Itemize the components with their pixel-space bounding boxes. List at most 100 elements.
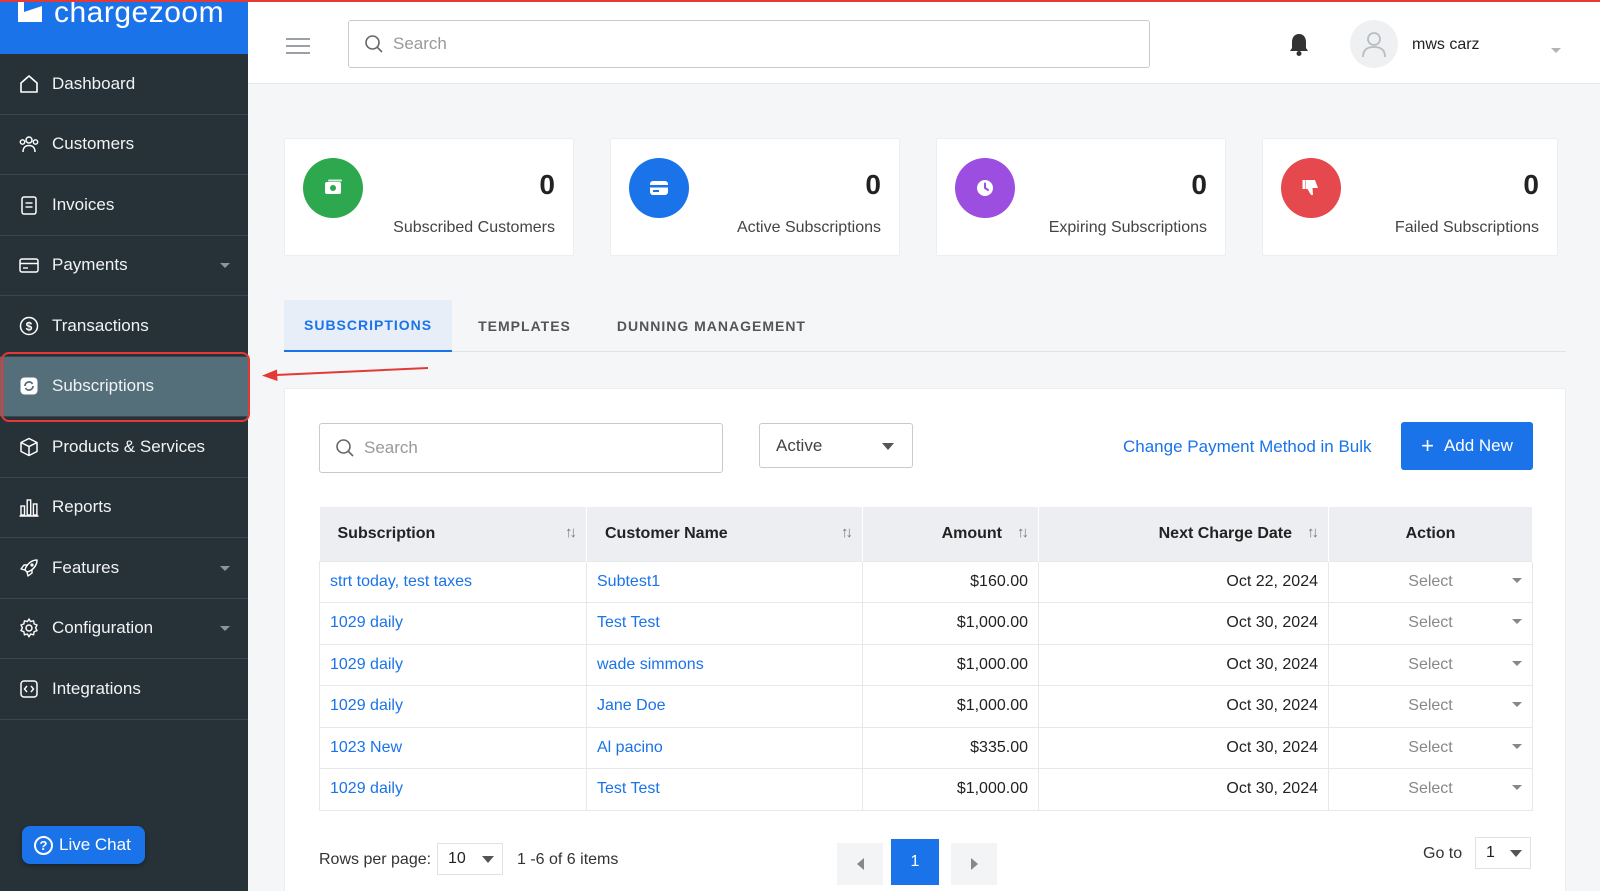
action-select[interactable]: Select xyxy=(1328,685,1533,728)
prev-page-button[interactable] xyxy=(837,843,883,885)
customer-link[interactable]: Al pacino xyxy=(586,726,863,769)
pagination-bar: Rows per page: 10 1 -6 of 6 items 1 Go t… xyxy=(285,829,1567,885)
sidebar-item-integrations[interactable]: Integrations xyxy=(0,659,248,720)
stat-card-expiring-subscriptions[interactable]: 0 Expiring Subscriptions xyxy=(936,138,1226,256)
chevron-down-icon xyxy=(1512,743,1522,749)
stat-value: 0 xyxy=(1191,169,1207,200)
action-select[interactable]: Select xyxy=(1328,768,1533,811)
live-chat-label: Live Chat xyxy=(59,835,131,854)
action-select[interactable]: Select xyxy=(1328,726,1533,769)
sort-icon[interactable]: ↑↓ xyxy=(1017,524,1029,541)
subscription-tabs: SUBSCRIPTIONS TEMPLATES DUNNING MANAGEMENT xyxy=(284,300,1566,352)
amount-cell: $160.00 xyxy=(862,560,1039,603)
sidebar-item-payments[interactable]: Payments xyxy=(0,236,248,296)
sidebar-item-label: Configuration xyxy=(52,618,154,638)
sidebar-item-products-services[interactable]: Products & Services xyxy=(0,417,248,478)
sidebar-item-configuration[interactable]: Configuration xyxy=(0,599,248,659)
subscription-link[interactable]: 1029 daily xyxy=(319,768,587,811)
sidebar-item-reports[interactable]: Reports xyxy=(0,478,248,538)
sidebar-item-label: Integrations xyxy=(52,678,141,698)
global-search-input[interactable] xyxy=(393,34,1099,54)
box-icon xyxy=(18,436,40,458)
next-charge-date-cell: Oct 30, 2024 xyxy=(1038,685,1329,728)
goto-page-value: 1 xyxy=(1486,844,1495,861)
sidebar-item-dashboard[interactable]: Dashboard xyxy=(0,54,248,115)
sort-icon[interactable]: ↑↓ xyxy=(565,524,577,541)
subscription-link[interactable]: 1029 daily xyxy=(319,602,587,645)
column-header-customer[interactable]: Customer Name ↑↓ xyxy=(586,507,863,561)
chevron-down-icon xyxy=(220,626,230,632)
next-page-button[interactable] xyxy=(951,843,997,885)
customer-link[interactable]: Test Test xyxy=(586,768,863,811)
brand-logo[interactable]: chargezoom xyxy=(0,0,248,54)
sidebar-item-subscriptions[interactable]: Subscriptions xyxy=(0,356,248,417)
table-header-row: Subscription ↑↓ Customer Name ↑↓ Amount ↑↓ … xyxy=(319,507,1533,561)
column-header-next-charge[interactable]: Next Charge Date ↑↓ xyxy=(1038,507,1329,561)
table-row: 1029 daily Test Test $1,000.00 Oct 30, 2024… xyxy=(319,602,1533,645)
dollar-icon: $ xyxy=(18,315,40,337)
annotation-arrow xyxy=(262,367,429,381)
chevron-down-icon xyxy=(220,565,230,571)
status-filter-select[interactable]: Active xyxy=(759,423,913,468)
action-select[interactable]: Select xyxy=(1328,602,1533,645)
amount-cell: $335.00 xyxy=(862,726,1039,769)
sidebar-item-invoices[interactable]: Invoices xyxy=(0,175,248,236)
sidebar-item-label: Reports xyxy=(52,497,112,517)
amount-cell: $1,000.00 xyxy=(862,685,1039,728)
next-charge-date-cell: Oct 30, 2024 xyxy=(1038,602,1329,645)
sort-icon[interactable]: ↑↓ xyxy=(841,524,853,541)
goto-page-select[interactable]: 1 xyxy=(1475,837,1531,869)
chevron-down-icon xyxy=(1512,660,1522,666)
chevron-down-icon xyxy=(1510,850,1522,857)
stat-value: 0 xyxy=(1523,169,1539,200)
search-icon xyxy=(365,35,383,53)
add-new-label: Add New xyxy=(1443,436,1513,455)
sidebar-item-transactions[interactable]: $ Transactions xyxy=(0,296,248,357)
add-new-button[interactable]: + Add New xyxy=(1401,422,1533,470)
items-count: 1 -6 of 6 items xyxy=(517,851,619,868)
table-search-input[interactable] xyxy=(364,438,712,458)
customer-link[interactable]: Jane Doe xyxy=(586,685,863,728)
customer-link[interactable]: Test Test xyxy=(586,602,863,645)
customer-link[interactable]: Subtest1 xyxy=(586,560,863,603)
notification-bell-icon[interactable] xyxy=(1288,32,1310,61)
sidebar-item-features[interactable]: Features xyxy=(0,538,248,599)
sidebar-item-customers[interactable]: Customers xyxy=(0,115,248,175)
column-header-subscription[interactable]: Subscription ↑↓ xyxy=(319,507,587,561)
next-charge-date-cell: Oct 22, 2024 xyxy=(1038,560,1329,603)
user-menu-chevron-down-icon[interactable] xyxy=(1551,48,1561,53)
gear-icon xyxy=(18,617,40,639)
tab-templates[interactable]: TEMPLATES xyxy=(478,318,571,334)
customer-link[interactable]: wade simmons xyxy=(586,643,863,686)
tab-subscriptions[interactable]: SUBSCRIPTIONS xyxy=(284,300,453,352)
sort-icon[interactable]: ↑↓ xyxy=(1307,524,1319,541)
stat-card-active-subscriptions[interactable]: 0 Active Subscriptions xyxy=(610,138,900,256)
stat-card-subscribed-customers[interactable]: 0 Subscribed Customers xyxy=(284,138,574,256)
user-avatar[interactable] xyxy=(1350,20,1398,68)
table-row: 1029 daily wade simmons $1,000.00 Oct 30, 2… xyxy=(319,643,1533,686)
action-select[interactable]: Select xyxy=(1328,560,1533,603)
menu-toggle-icon[interactable] xyxy=(286,38,310,59)
table-row: 1029 daily Test Test $1,000.00 Oct 30, 2024… xyxy=(319,768,1533,811)
chevron-down-icon xyxy=(882,443,894,450)
sidebar-item-label: Customers xyxy=(52,134,135,154)
sidebar-item-label: Invoices xyxy=(52,194,115,214)
change-payment-bulk-link[interactable]: Change Payment Method in Bulk xyxy=(1123,437,1372,456)
rocket-icon xyxy=(18,557,40,579)
subscription-link[interactable]: strt today, test taxes xyxy=(319,560,587,603)
live-chat-button[interactable]: ? Live Chat xyxy=(22,826,145,864)
column-header-amount[interactable]: Amount ↑↓ xyxy=(862,507,1039,561)
chevron-right-icon xyxy=(970,858,978,870)
subscription-link[interactable]: 1029 daily xyxy=(319,685,587,728)
rows-per-page-select[interactable]: 10 xyxy=(437,843,503,875)
current-page-button[interactable]: 1 xyxy=(891,839,939,885)
stat-card-failed-subscriptions[interactable]: 0 Failed Subscriptions xyxy=(1262,138,1558,256)
refresh-icon xyxy=(18,375,40,397)
sidebar-item-label: Dashboard xyxy=(52,73,136,93)
action-select[interactable]: Select xyxy=(1328,643,1533,686)
users-icon xyxy=(18,133,40,155)
user-name[interactable]: mws carz xyxy=(1412,36,1480,53)
subscription-link[interactable]: 1029 daily xyxy=(319,643,587,686)
subscription-link[interactable]: 1023 New xyxy=(319,726,587,769)
tab-dunning-management[interactable]: DUNNING MANAGEMENT xyxy=(616,318,806,334)
